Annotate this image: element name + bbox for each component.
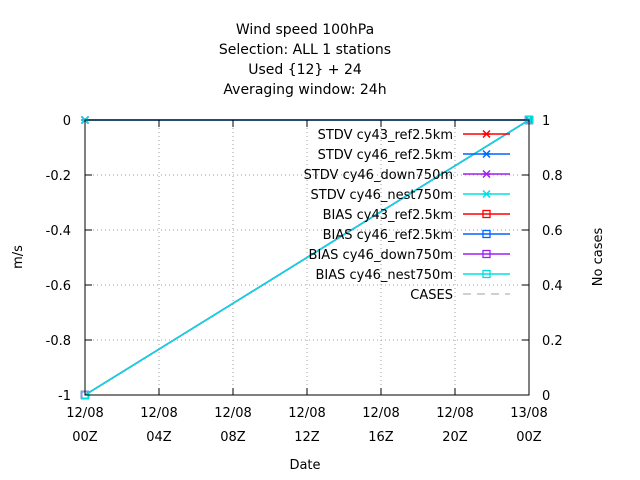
y2-axis-label: No cases <box>591 228 606 287</box>
x-tick-label: 00Z <box>516 430 542 445</box>
x-tick-label: 12/08 <box>66 406 103 421</box>
x-axis-ticks: 12/08 00Z 12/08 04Z 12/08 08Z 12/08 12Z 12/08 16Z… <box>66 120 548 445</box>
legend-label: STDV cy46_down750m <box>304 168 453 183</box>
x-tick-label: 16Z <box>368 430 394 445</box>
chart-title-line: Wind speed 100hPa <box>236 22 374 38</box>
x-tick-label: 12/08 <box>214 406 251 421</box>
x-axis-label: Date <box>289 458 320 473</box>
x-tick-label: 12/08 <box>362 406 399 421</box>
legend-marker <box>482 269 491 279</box>
series-line <box>84 119 530 396</box>
legend-label: STDV cy46_nest750m <box>311 188 453 203</box>
chart-title: Wind speed 100hPa Selection: ALL 1 statio… <box>219 22 391 98</box>
legend-label: STDV cy43_ref2.5km <box>318 128 453 143</box>
y-tick-label: -0.2 <box>46 169 71 184</box>
y-axis-ticks: 0 -0.2 -0.4 -0.6 -0.8 -1 <box>46 114 92 404</box>
legend-label: BIAS cy46_down750m <box>309 248 453 263</box>
legend-marker <box>482 129 491 139</box>
legend-marker <box>482 229 491 239</box>
y2-tick-label: 0.4 <box>542 279 563 294</box>
y2-tick-label: 0 <box>542 389 550 404</box>
legend-label: BIAS cy46_nest750m <box>316 268 454 283</box>
x-tick-label: 20Z <box>442 430 468 445</box>
y2-axis-ticks: 1 0.8 0.6 0.4 0.2 0 <box>522 114 563 404</box>
y-tick-label: -0.4 <box>46 224 71 239</box>
legend-label: BIAS cy46_ref2.5km <box>323 228 453 243</box>
y-tick-label: -0.6 <box>46 279 71 294</box>
y-tick-label: -0.8 <box>46 334 71 349</box>
legend-marker <box>482 209 491 219</box>
x-tick-label: 12/08 <box>288 406 325 421</box>
y-tick-label: 0 <box>63 114 71 129</box>
x-tick-label: 12Z <box>294 430 320 445</box>
chart-title-line: Averaging window: 24h <box>223 82 386 98</box>
legend-marker <box>482 189 491 199</box>
x-tick-label: 00Z <box>72 430 98 445</box>
legend-label: CASES <box>410 288 453 303</box>
y2-tick-label: 0.8 <box>542 169 563 184</box>
y2-tick-label: 0.2 <box>542 334 563 349</box>
y-tick-label: -1 <box>58 389 71 404</box>
x-tick-label: 12/08 <box>436 406 473 421</box>
legend: STDV cy43_ref2.5km STDV cy46_ref2.5km STDV… <box>304 128 510 303</box>
y2-tick-label: 0.6 <box>542 224 563 239</box>
chart-title-line: Used {12} + 24 <box>248 62 362 78</box>
legend-marker <box>482 169 491 179</box>
x-tick-label: 08Z <box>220 430 246 445</box>
legend-marker <box>482 149 491 159</box>
x-tick-label: 04Z <box>146 430 172 445</box>
legend-marker <box>482 249 491 259</box>
legend-label: BIAS cy43_ref2.5km <box>323 208 453 223</box>
x-tick-label: 12/08 <box>140 406 177 421</box>
x-tick-label: 13/08 <box>510 406 547 421</box>
y-axis-label: m/s <box>11 245 26 269</box>
chart-title-line: Selection: ALL 1 stations <box>219 42 391 58</box>
y2-tick-label: 1 <box>542 114 550 129</box>
legend-label: STDV cy46_ref2.5km <box>318 148 453 163</box>
